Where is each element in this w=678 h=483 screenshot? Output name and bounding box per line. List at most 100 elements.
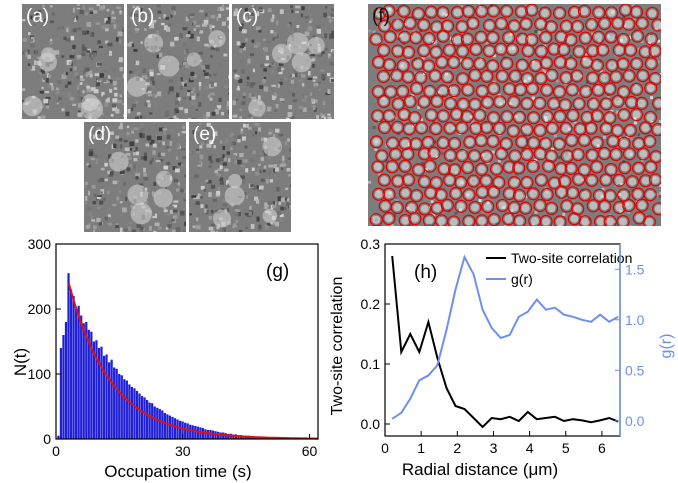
panel-label-c: (c) bbox=[236, 6, 259, 27]
histogram-bar bbox=[118, 374, 121, 439]
y2-tick-label: 1.0 bbox=[625, 312, 645, 328]
histogram-bar bbox=[57, 435, 60, 439]
histogram-bar bbox=[120, 375, 123, 439]
histogram-bar bbox=[196, 426, 199, 439]
y-tick-label: 100 bbox=[28, 366, 52, 382]
histogram-bar bbox=[125, 380, 128, 439]
h-y2label: g(r) bbox=[658, 334, 675, 359]
histogram-bar bbox=[171, 416, 174, 439]
histogram-bar bbox=[72, 296, 75, 439]
y-tick-label: 200 bbox=[28, 301, 52, 317]
histogram-bar bbox=[107, 362, 111, 439]
x-tick-label: 2 bbox=[453, 440, 461, 456]
histogram-bar bbox=[82, 323, 85, 439]
y-tick-label: 0.2 bbox=[361, 296, 381, 312]
histogram-bar bbox=[194, 426, 197, 439]
h-panel-label: (h) bbox=[414, 262, 437, 283]
histogram-bar bbox=[85, 322, 88, 439]
histogram-bar bbox=[59, 348, 63, 439]
x-tick-label: 6 bbox=[598, 440, 606, 456]
panel-label-b: (b) bbox=[131, 6, 155, 27]
histogram-bar bbox=[128, 384, 131, 439]
histogram-bar bbox=[138, 393, 141, 439]
panel-label-e: (e) bbox=[193, 124, 217, 145]
h-ylabel: Two-site correlation bbox=[330, 277, 346, 416]
exponential-fit-line bbox=[67, 282, 318, 440]
micrograph-c: (c) bbox=[232, 4, 334, 119]
y2-tick-label: 1.5 bbox=[625, 261, 645, 277]
legend-label-two-site: Two-site correlation bbox=[511, 250, 632, 266]
histogram-bar bbox=[184, 422, 187, 439]
histogram-bar bbox=[67, 273, 70, 439]
histogram-bar bbox=[105, 354, 108, 439]
histogram-bar bbox=[186, 423, 189, 439]
two-site-correlation-line bbox=[391, 255, 619, 429]
x-tick-label: 0 bbox=[381, 440, 389, 456]
histogram-bar bbox=[80, 315, 83, 439]
micrograph-b: (b) bbox=[127, 4, 229, 119]
x-tick-label: 1 bbox=[417, 440, 425, 456]
histogram-bar bbox=[115, 368, 118, 439]
histogram-bar bbox=[130, 387, 134, 439]
histogram-bar bbox=[191, 425, 194, 439]
histogram-bar bbox=[123, 379, 126, 439]
histogram-bar bbox=[77, 305, 80, 439]
histogram-bar bbox=[201, 427, 205, 439]
histogram-bar bbox=[168, 415, 172, 439]
histogram-bar bbox=[206, 429, 210, 439]
histogram-bar bbox=[92, 341, 95, 439]
histogram-bar bbox=[69, 289, 73, 439]
micrograph-a: (a) bbox=[22, 4, 124, 119]
histogram-bar bbox=[158, 409, 161, 439]
histogram-bar bbox=[62, 335, 65, 439]
y-tick-label: 0 bbox=[43, 431, 51, 447]
panel-label-f: (f) bbox=[372, 6, 390, 27]
histogram-bar bbox=[87, 329, 90, 439]
histogram-bar bbox=[178, 420, 182, 439]
legend-label-gr: g(r) bbox=[511, 271, 533, 287]
histogram-bar bbox=[153, 406, 156, 439]
correlation-chart-h: Two-site correlation g(r) Radial distanc… bbox=[330, 236, 675, 479]
histogram-bar bbox=[75, 309, 78, 439]
y-tick-label: 0.0 bbox=[361, 416, 381, 432]
histogram-bar bbox=[140, 396, 144, 439]
g-panel-label: (g) bbox=[266, 261, 289, 282]
y-tick-label: 0.1 bbox=[361, 356, 381, 372]
histogram-bar bbox=[199, 427, 202, 439]
g-r-line bbox=[391, 254, 619, 420]
particle-detection-image-f: (f) bbox=[368, 4, 661, 226]
histogram-bar bbox=[100, 346, 103, 439]
histogram-bar bbox=[148, 402, 151, 439]
histogram-bar bbox=[219, 432, 222, 439]
y-tick-label: 0.3 bbox=[361, 236, 381, 252]
histogram-bar bbox=[166, 414, 169, 439]
histogram-bar bbox=[135, 390, 139, 439]
histogram-bar bbox=[163, 413, 166, 439]
histogram-bar bbox=[143, 397, 146, 439]
histogram-bar bbox=[113, 367, 116, 439]
histogram-bar bbox=[156, 407, 159, 439]
histogram-bar bbox=[146, 400, 149, 439]
x-tick-label: 5 bbox=[562, 440, 570, 456]
x-tick-label: 0 bbox=[52, 443, 60, 459]
histogram-bar bbox=[90, 331, 93, 439]
histogram-bar bbox=[204, 429, 207, 439]
y-tick-label: 300 bbox=[28, 236, 52, 252]
y2-tick-label: 0.5 bbox=[625, 362, 645, 378]
x-tick-label: 4 bbox=[526, 440, 534, 456]
h-xlabel: Radial distance (μm) bbox=[402, 460, 558, 479]
micrograph-d: (d) bbox=[84, 122, 186, 232]
histogram-bar bbox=[189, 424, 192, 439]
histogram-bar bbox=[110, 359, 113, 439]
g-ylabel: N(t) bbox=[11, 348, 30, 376]
histogram-bar bbox=[161, 410, 164, 439]
panel-label-d: (d) bbox=[88, 124, 112, 145]
histogram-bar bbox=[64, 322, 68, 439]
plot-frame bbox=[55, 243, 319, 440]
x-tick-label: 60 bbox=[302, 443, 318, 459]
histogram-chart-g: N(t) Occupation time (s) (g) 0 30 60 0 100 20… bbox=[11, 236, 319, 481]
histogram-bar bbox=[151, 403, 154, 439]
x-tick-label: 30 bbox=[175, 443, 191, 459]
micrograph-e: (e) bbox=[189, 122, 291, 232]
histogram-bar bbox=[133, 388, 136, 439]
